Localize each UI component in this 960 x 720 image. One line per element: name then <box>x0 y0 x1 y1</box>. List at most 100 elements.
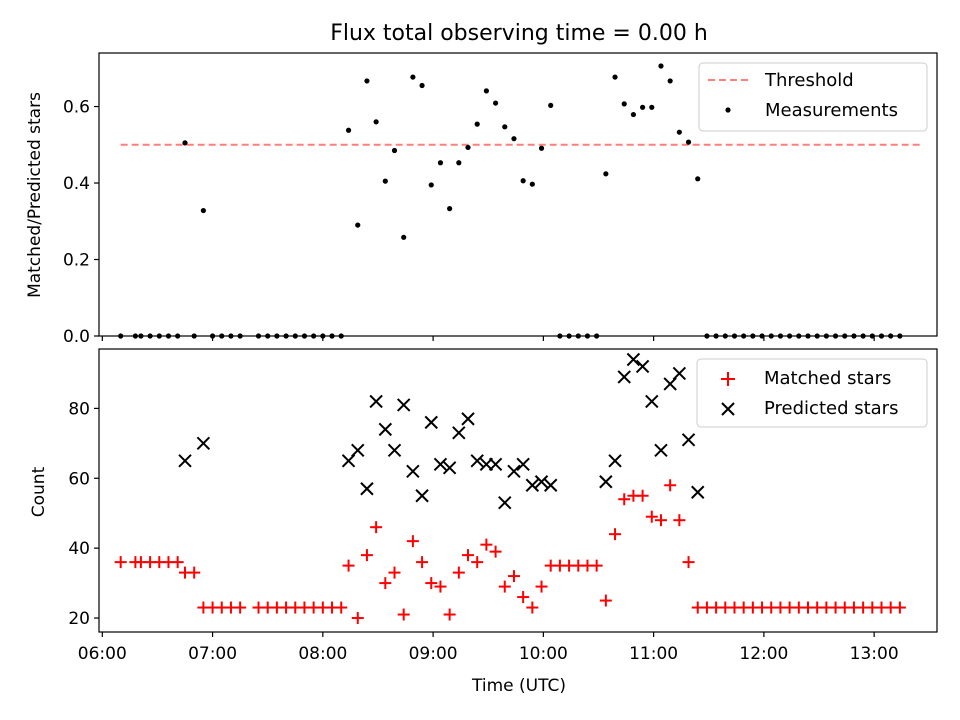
matched-star-marker <box>360 549 373 562</box>
measurement-point <box>603 171 609 177</box>
measurement-point <box>345 127 352 133</box>
matched-star-marker <box>682 556 695 569</box>
predicted-star-marker <box>507 464 521 478</box>
bottom-axes-frame <box>98 348 938 633</box>
measurement-point <box>538 145 545 151</box>
measurement-point <box>649 104 655 110</box>
top-y-ticks: 0.0 0.2 0.4 0.6 <box>63 98 99 347</box>
matched-star-marker <box>498 580 511 593</box>
matched-star-marker <box>517 591 530 604</box>
measurement-point <box>658 63 664 69</box>
measurement-point <box>492 100 499 106</box>
predicted-star-marker <box>617 370 631 384</box>
predicted-star-marker <box>534 475 549 489</box>
predicted-star-marker <box>396 398 411 412</box>
measurement-point <box>373 119 379 125</box>
measurement-point <box>639 104 646 110</box>
predicted-star-marker <box>360 482 374 496</box>
predicted-star-marker <box>424 415 438 430</box>
matched-star-marker <box>507 570 520 583</box>
measurement-point <box>612 74 618 80</box>
measurement-point <box>401 234 407 240</box>
matched-star-marker <box>335 601 348 614</box>
matched-star-marker <box>471 556 484 569</box>
predicted-star-marker <box>635 359 650 374</box>
matched-star-marker <box>664 479 677 492</box>
matched-star-marker <box>462 549 475 562</box>
measurement-point <box>630 111 637 118</box>
measurement-point <box>548 102 554 108</box>
y-tick-label: 0.6 <box>63 98 90 118</box>
predicted-star-marker <box>470 454 484 468</box>
matched-star-marker <box>234 601 247 614</box>
matched-star-marker <box>388 566 401 579</box>
measurement-point <box>410 74 416 80</box>
predicted-star-marker <box>516 457 530 472</box>
measurement-point <box>437 160 444 166</box>
predicted-star-marker <box>525 478 540 492</box>
matched-star-marker <box>480 538 493 551</box>
predicted-star-marker <box>452 426 466 440</box>
matched-star-marker <box>535 580 548 593</box>
x-tick-label: 08:00 <box>298 644 347 664</box>
matched-star-marker <box>618 493 631 506</box>
matched-star-marker <box>654 514 667 527</box>
measurement-point <box>456 160 462 166</box>
y-tick-label: 60 <box>68 469 90 489</box>
top-axes-frame <box>98 52 938 337</box>
bottom-plot-area <box>114 352 906 625</box>
predicted-star-marker <box>681 433 696 447</box>
matched-star-marker <box>673 514 686 527</box>
measurement-point <box>364 78 370 84</box>
y-tick-label: 80 <box>68 399 90 419</box>
y-tick-label: 0.2 <box>63 251 90 271</box>
x-tick-label: 07:00 <box>188 644 237 664</box>
measurement-point <box>667 78 673 84</box>
matched-star-marker <box>406 535 419 548</box>
predicted-star-marker <box>378 422 393 437</box>
matched-star-marker <box>434 580 447 593</box>
matched-star-marker <box>609 528 622 541</box>
x-tick-label: 09:00 <box>409 644 458 664</box>
y-tick-label: 0.4 <box>63 174 90 194</box>
measurement-point <box>502 124 508 130</box>
predicted-star-marker <box>498 496 512 510</box>
measurements-legend-marker <box>725 107 731 113</box>
predicted-star-marker <box>599 475 613 489</box>
matched-star-marker <box>425 577 438 590</box>
matched-star-marker <box>489 545 502 558</box>
predicted-legend-marker <box>721 402 735 416</box>
bottom-legend-box <box>696 358 928 428</box>
matched-star-marker <box>443 608 456 621</box>
measurement-point <box>182 140 188 146</box>
matched-star-marker <box>636 489 649 502</box>
top-legend-box <box>698 62 928 132</box>
measurement-point <box>695 176 701 182</box>
x-tick-label: 10:00 <box>519 644 568 664</box>
y-tick-label: 40 <box>68 539 90 559</box>
predicted-star-marker <box>691 485 705 499</box>
legend-label-predicted: Predicted stars <box>764 398 898 419</box>
x-tick-label: 13:00 <box>850 644 899 664</box>
legend-label-threshold: Threshold <box>764 70 854 91</box>
matched-star-marker <box>526 601 539 614</box>
measurement-point <box>382 178 388 184</box>
matched-star-marker <box>114 556 127 569</box>
x-tick-label: 12:00 <box>739 644 788 664</box>
figure-title: Flux total observing time = 0.00 h <box>330 21 708 46</box>
y-tick-label: 20 <box>68 609 90 629</box>
measurement-point <box>391 147 398 154</box>
predicted-star-marker <box>672 366 687 381</box>
measurement-point <box>474 121 480 127</box>
matched-star-marker <box>416 556 429 569</box>
top-legend: Threshold Measurements <box>698 62 928 132</box>
predicted-star-marker <box>608 454 622 468</box>
legend-label-measurements: Measurements <box>765 100 898 121</box>
y-tick-label: 0.0 <box>63 327 90 347</box>
predicted-star-marker <box>626 352 641 367</box>
predicted-star-marker <box>369 394 383 409</box>
predicted-star-marker <box>442 461 457 475</box>
bottom-legend: Matched stars Predicted stars <box>696 358 928 428</box>
measurement-point <box>465 144 471 151</box>
bottom-y-axis-label: Count <box>29 466 49 517</box>
